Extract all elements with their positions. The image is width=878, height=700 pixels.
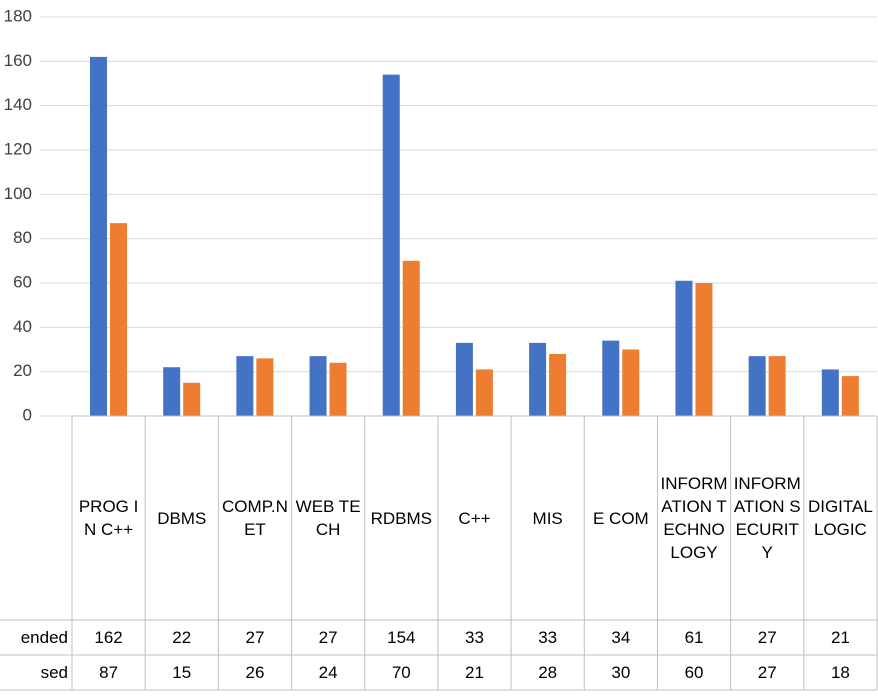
x-tick-label: COMP.NET bbox=[222, 497, 288, 539]
bar bbox=[529, 342, 547, 416]
y-tick-label: 0 bbox=[23, 405, 32, 424]
x-tick-label: RDBMS bbox=[370, 508, 432, 528]
table-value: 162 bbox=[94, 628, 123, 647]
x-tick-label: E COM bbox=[592, 508, 649, 528]
bar bbox=[768, 356, 786, 416]
bar bbox=[622, 349, 640, 416]
table-value: 21 bbox=[465, 663, 484, 682]
y-tick-label: 100 bbox=[4, 184, 32, 203]
bar bbox=[382, 74, 400, 416]
x-tick-label: PROG IN C++ bbox=[78, 497, 139, 539]
table-value: 61 bbox=[684, 628, 704, 647]
x-tick-label: INFORMATION SECURITY bbox=[733, 474, 801, 562]
table-value: 21 bbox=[830, 628, 850, 647]
table-value: 33 bbox=[538, 628, 558, 647]
table-value: 15 bbox=[172, 663, 192, 682]
bar bbox=[695, 283, 713, 416]
table-value: 27 bbox=[757, 663, 777, 682]
bar bbox=[236, 356, 254, 416]
bar bbox=[475, 369, 493, 416]
bar bbox=[748, 356, 766, 416]
table-value: 30 bbox=[611, 663, 631, 682]
bar bbox=[329, 362, 347, 416]
x-tick-label: MIS bbox=[532, 508, 563, 528]
bar bbox=[163, 367, 181, 416]
bar bbox=[183, 382, 201, 416]
table-value: 27 bbox=[318, 628, 338, 647]
table-value: 34 bbox=[611, 628, 631, 647]
y-tick-label: 140 bbox=[4, 95, 32, 114]
table-value: 60 bbox=[684, 663, 704, 682]
y-tick-label: 80 bbox=[13, 228, 32, 247]
table-value: 18 bbox=[830, 663, 850, 682]
bar bbox=[841, 376, 859, 416]
y-tick-label: 20 bbox=[13, 361, 32, 380]
bar bbox=[256, 358, 274, 416]
bar bbox=[110, 223, 127, 416]
table-value: 26 bbox=[245, 663, 265, 682]
bar bbox=[549, 353, 567, 416]
y-tick-label: 160 bbox=[4, 51, 32, 70]
table-value: 27 bbox=[757, 628, 777, 647]
bar bbox=[602, 340, 620, 416]
bar bbox=[90, 56, 107, 417]
table-value: 70 bbox=[391, 663, 411, 682]
y-tick-label: 40 bbox=[13, 317, 32, 336]
legend-label: ended bbox=[20, 628, 68, 647]
bar bbox=[821, 369, 839, 416]
y-tick-label: 60 bbox=[13, 272, 32, 291]
legend-label: sed bbox=[40, 663, 68, 682]
x-tick-label: INFORMATION TECHNOLOGY bbox=[660, 474, 728, 562]
y-tick-label: 180 bbox=[4, 6, 32, 25]
x-tick-label: DBMS bbox=[157, 508, 207, 528]
x-tick-label: DIGITAL LOGIC bbox=[807, 497, 873, 539]
bar bbox=[309, 356, 327, 416]
y-tick-label: 120 bbox=[4, 139, 32, 158]
table-value: 22 bbox=[172, 628, 192, 647]
bar bbox=[455, 342, 473, 416]
table-value: 33 bbox=[465, 628, 484, 647]
x-tick-label: WEB TECH bbox=[295, 497, 361, 539]
bar bbox=[402, 260, 420, 416]
table-value: 24 bbox=[318, 663, 338, 682]
x-tick-label: C++ bbox=[458, 508, 491, 528]
bar bbox=[675, 280, 693, 416]
table-value: 87 bbox=[99, 663, 119, 682]
table-value: 154 bbox=[387, 628, 416, 647]
table-value: 27 bbox=[245, 628, 265, 647]
table-value: 28 bbox=[538, 663, 558, 682]
